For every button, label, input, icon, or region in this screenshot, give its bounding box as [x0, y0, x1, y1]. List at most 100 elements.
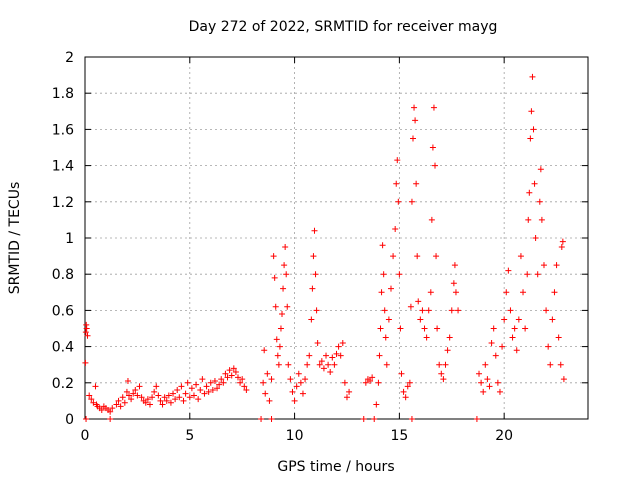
data-point [380, 271, 387, 278]
data-point [511, 325, 518, 332]
data-point [378, 289, 385, 296]
data-point [310, 253, 317, 260]
data-point [346, 388, 353, 395]
data-point [411, 104, 418, 111]
x-tick-label: 10 [286, 428, 304, 444]
data-point [545, 343, 552, 350]
data-point [146, 401, 153, 408]
data-point [409, 135, 416, 142]
data-point [398, 370, 405, 377]
data-point [180, 397, 187, 404]
data-point [438, 370, 445, 377]
data-point [404, 383, 411, 390]
data-point [341, 379, 348, 386]
data-point [444, 347, 451, 354]
data-point [92, 383, 99, 390]
data-point [323, 352, 330, 359]
data-point [383, 361, 390, 368]
data-point [165, 392, 172, 399]
data-point [275, 361, 282, 368]
data-point [273, 336, 280, 343]
data-point [134, 392, 141, 399]
data-point [407, 303, 414, 310]
data-point [261, 347, 268, 354]
data-point [186, 394, 193, 401]
x-tick-label: 5 [185, 428, 194, 444]
data-point [423, 334, 430, 341]
data-point [272, 303, 279, 310]
data-point [558, 244, 565, 251]
y-tick-label: 2 [65, 50, 74, 66]
data-point [214, 385, 221, 392]
data-point [193, 381, 200, 388]
data-point [308, 316, 315, 323]
data-point [83, 416, 90, 422]
data-point [560, 376, 567, 383]
y-tick-label: 0.6 [52, 303, 74, 319]
data-point [425, 307, 432, 314]
data-point [224, 374, 231, 381]
data-point [117, 403, 124, 410]
data-point [507, 307, 514, 314]
data-point [258, 416, 265, 422]
data-point [159, 401, 166, 408]
data-point [406, 379, 413, 386]
data-point [559, 238, 566, 245]
data-point [311, 227, 318, 234]
data-point [304, 361, 311, 368]
data-point [496, 388, 503, 395]
data-point [276, 343, 283, 350]
data-point [318, 358, 325, 365]
data-point [153, 383, 160, 390]
data-point [297, 379, 304, 386]
data-point [482, 361, 489, 368]
data-point [132, 387, 139, 394]
data-point [199, 376, 206, 383]
data-point [473, 416, 480, 422]
data-point [433, 253, 440, 260]
data-point [130, 390, 137, 397]
data-point [428, 216, 435, 223]
data-point [188, 385, 195, 392]
x-tick-labels: 0 5 10 15 20 [81, 428, 514, 444]
data-point [486, 383, 493, 390]
data-point [184, 379, 191, 386]
data-point [387, 285, 394, 292]
data-point [262, 390, 269, 397]
data-point [528, 108, 535, 115]
data-point [107, 416, 114, 422]
data-point [149, 394, 156, 401]
data-point [476, 370, 483, 377]
data-point [82, 329, 89, 336]
data-point [190, 392, 197, 399]
data-point [547, 361, 554, 368]
data-point [178, 383, 185, 390]
data-point [452, 289, 459, 296]
y-tick-label: 1 [65, 231, 74, 247]
y-tick-label: 1.6 [52, 122, 74, 138]
data-point [484, 376, 491, 383]
data-point [450, 280, 457, 287]
data-point [123, 388, 130, 395]
data-point [549, 316, 556, 323]
data-point [376, 352, 383, 359]
data-point [268, 376, 275, 383]
data-point [230, 365, 237, 372]
data-point [536, 198, 543, 205]
x-tick-label: 0 [81, 428, 90, 444]
data-point [532, 235, 539, 241]
data-point [151, 388, 158, 395]
data-point [382, 334, 389, 341]
data-point [529, 73, 536, 80]
data-point [88, 396, 95, 403]
data-point [379, 242, 386, 249]
data-point [392, 225, 399, 232]
data-point [260, 379, 267, 386]
data-point [174, 387, 181, 394]
data-point [432, 162, 439, 169]
data-point [128, 396, 135, 403]
data-point [395, 198, 402, 205]
data-point [309, 285, 316, 292]
data-point [316, 361, 323, 368]
data-point [329, 354, 336, 361]
